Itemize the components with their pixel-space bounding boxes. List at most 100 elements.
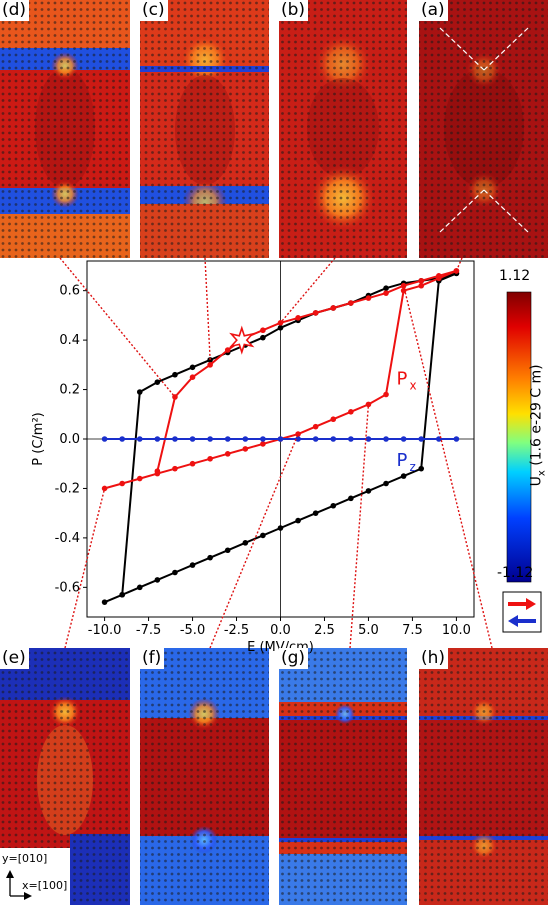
data-point — [348, 495, 354, 502]
panel-label-f: (f) — [140, 648, 165, 669]
x-tick-label: 0.0 — [270, 623, 291, 638]
panel-label-g: (g) — [279, 648, 309, 669]
data-point — [136, 436, 143, 442]
x-tick-label: 5.0 — [358, 623, 379, 638]
data-point — [154, 379, 161, 385]
colorbar — [506, 291, 532, 583]
panel-b-map — [279, 0, 407, 258]
series-label: P — [397, 450, 408, 471]
direction-legend — [502, 591, 542, 633]
series-label-subscript: z — [410, 460, 416, 474]
data-point — [260, 327, 266, 334]
data-point — [453, 436, 460, 442]
panel-label-b: (b) — [279, 0, 309, 21]
data-point — [154, 436, 161, 442]
data-point — [119, 591, 125, 598]
data-point — [119, 480, 125, 487]
data-point — [383, 436, 389, 442]
panel-d-map — [0, 0, 130, 258]
y-tick-label: 0.0 — [59, 432, 80, 447]
plot-layer: -10.0 -7.5 -5.0 -2.5 0.0 2.5 5.0 7.5 10.0 -0.6 -0.… — [31, 261, 474, 655]
x-tick-label: 2.5 — [314, 623, 335, 638]
data-point — [224, 436, 231, 442]
data-point — [418, 436, 425, 442]
data-point — [365, 436, 372, 442]
colorbar-min-label: -1.12 — [497, 565, 534, 581]
data-point — [418, 282, 425, 289]
y-tick-label: 0.4 — [59, 333, 80, 348]
data-point — [365, 295, 372, 301]
data-point — [260, 532, 266, 539]
star-marker — [229, 325, 255, 355]
data-point — [418, 277, 425, 284]
data-point — [295, 517, 301, 524]
data-point — [189, 364, 196, 371]
series-line-1 — [121, 272, 457, 595]
y-tick-label: 0.6 — [59, 284, 80, 299]
data-point — [330, 436, 337, 442]
series-label: P — [397, 369, 408, 390]
data-point — [154, 468, 161, 474]
panel-a-map — [419, 0, 548, 258]
data-point — [277, 324, 284, 331]
x-tick-label: -10.0 — [88, 623, 122, 638]
data-point — [207, 357, 213, 363]
data-point — [312, 310, 319, 316]
data-point — [260, 334, 266, 341]
data-point — [400, 473, 407, 479]
data-point — [172, 371, 178, 378]
data-point — [383, 290, 389, 296]
data-point — [383, 285, 389, 291]
colorbar-max-label: 1.12 — [499, 268, 531, 284]
axis-x-label: x=[100] — [22, 879, 68, 892]
guide-line — [204, 257, 211, 360]
guide-lines — [59, 257, 493, 649]
data-point — [242, 540, 249, 546]
data-point — [348, 436, 354, 442]
data-point — [242, 436, 249, 442]
x-tick-label: -5.0 — [180, 623, 205, 638]
y-tick-label: -0.2 — [55, 481, 80, 496]
x-tick-label: 7.5 — [402, 623, 423, 638]
data-point — [224, 347, 231, 353]
data-point — [330, 305, 337, 311]
data-point — [330, 416, 337, 423]
colorbar-title: Ux (1.6 e-29 C m) — [528, 364, 548, 487]
data-point — [189, 460, 196, 467]
data-point — [418, 465, 425, 472]
data-point — [400, 436, 407, 442]
panel-g-map — [279, 648, 407, 905]
data-point — [172, 465, 178, 472]
panel-c-map — [140, 0, 269, 258]
guide-line — [64, 488, 106, 649]
data-point — [136, 389, 143, 395]
data-point — [348, 300, 354, 306]
panel-label-h: (h) — [419, 648, 449, 669]
y-axis-label: P (C/m²) — [31, 412, 46, 465]
series-label-subscript: x — [410, 379, 417, 393]
data-point — [330, 502, 337, 509]
data-point — [383, 480, 389, 487]
data-point — [101, 436, 108, 442]
data-point — [207, 554, 213, 561]
data-point — [312, 510, 319, 516]
axis-y-label: y=[010] — [2, 852, 48, 865]
data-point — [453, 268, 460, 274]
x-tick-label: 10.0 — [442, 623, 471, 638]
left-arrow-icon — [508, 615, 536, 627]
panel-label-e: (e) — [0, 648, 29, 669]
y-tick-label: -0.4 — [55, 531, 80, 546]
data-point — [277, 525, 284, 531]
data-point — [260, 441, 266, 447]
data-point — [172, 569, 178, 576]
data-point — [224, 451, 231, 457]
panel-label-d: (d) — [0, 0, 30, 21]
data-point — [277, 436, 284, 442]
data-point — [207, 455, 213, 462]
data-point — [436, 273, 442, 279]
data-point — [136, 584, 143, 591]
x-tick-label: -7.5 — [136, 623, 161, 638]
data-point — [207, 436, 213, 442]
data-point — [365, 488, 372, 494]
